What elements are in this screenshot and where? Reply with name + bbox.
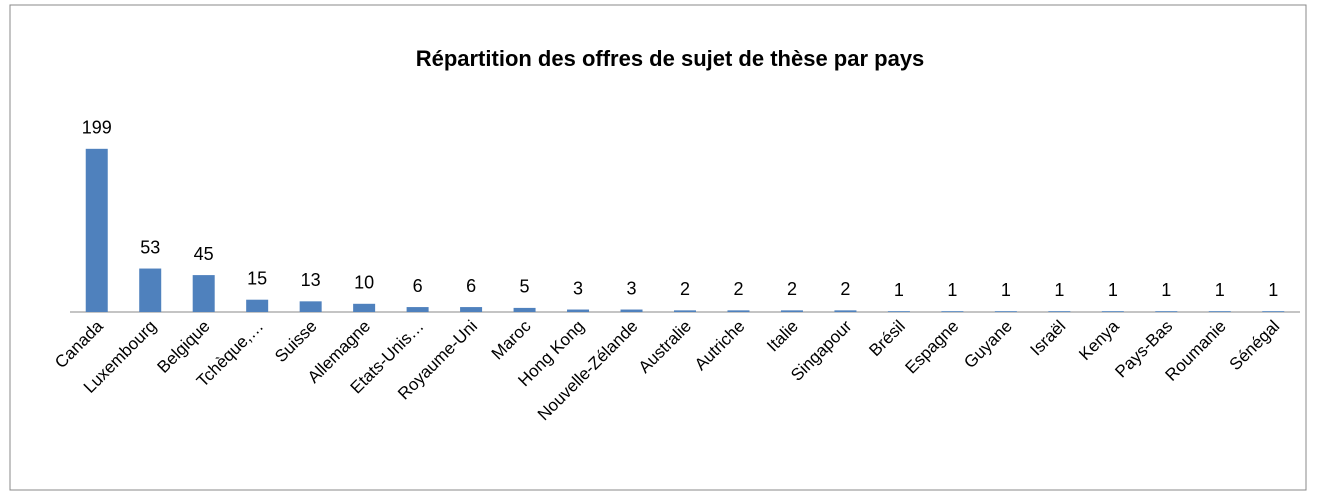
bar — [353, 303, 376, 312]
data-label: 15 — [247, 268, 267, 288]
data-label: 3 — [573, 278, 583, 298]
data-label: 5 — [520, 277, 530, 297]
data-label: 1 — [1268, 280, 1278, 300]
bar — [460, 307, 483, 312]
bar — [246, 299, 269, 312]
bar — [567, 309, 590, 312]
data-label: 6 — [466, 276, 476, 296]
data-label: 199 — [82, 118, 112, 138]
bar — [406, 307, 429, 312]
data-label: 2 — [733, 279, 743, 299]
data-label: 1 — [1001, 280, 1011, 300]
data-label: 45 — [194, 244, 214, 264]
data-label: 13 — [301, 270, 321, 290]
bar — [513, 307, 536, 312]
data-label: 1 — [947, 280, 957, 300]
data-label: 10 — [354, 273, 374, 293]
data-label: 2 — [680, 279, 690, 299]
bar — [139, 268, 162, 312]
bar — [994, 311, 1017, 312]
bar — [1101, 311, 1124, 312]
bar — [85, 148, 108, 312]
chart-title: Répartition des offres de sujet de thèse… — [416, 46, 925, 71]
data-label: 53 — [140, 237, 160, 257]
bar — [299, 301, 322, 312]
bar — [727, 310, 750, 312]
bar — [1262, 311, 1285, 312]
bar — [192, 275, 215, 312]
data-label: 1 — [1054, 280, 1064, 300]
data-label: 1 — [894, 280, 904, 300]
bar — [834, 310, 857, 312]
data-label: 2 — [840, 279, 850, 299]
data-label: 1 — [1215, 280, 1225, 300]
bar — [780, 310, 803, 312]
bar — [1208, 311, 1231, 312]
bar — [887, 311, 910, 312]
data-label: 1 — [1161, 280, 1171, 300]
bar — [674, 310, 696, 312]
data-label: 1 — [1108, 280, 1118, 300]
chart-border — [9, 4, 1307, 491]
data-label: 2 — [787, 279, 797, 299]
bar — [1155, 311, 1178, 312]
data-label: 3 — [627, 278, 637, 298]
data-label: 6 — [413, 276, 423, 296]
bar — [620, 309, 643, 312]
bar — [1048, 311, 1071, 312]
bar — [941, 311, 964, 312]
